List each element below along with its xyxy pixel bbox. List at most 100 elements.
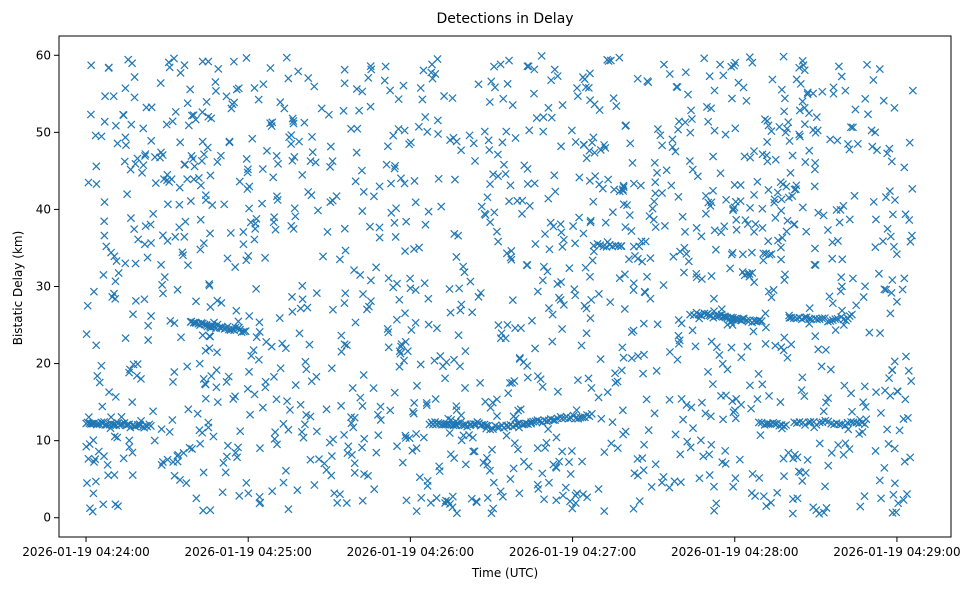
- data-point: [834, 62, 843, 71]
- data-point: [872, 388, 881, 397]
- data-point: [314, 455, 323, 464]
- data-point: [707, 104, 716, 113]
- data-point: [420, 279, 429, 288]
- data-point: [871, 243, 880, 252]
- data-point: [397, 340, 406, 349]
- data-point: [205, 332, 214, 341]
- data-point: [812, 506, 821, 515]
- data-point: [450, 175, 459, 184]
- data-point: [245, 182, 254, 191]
- data-point: [297, 427, 306, 436]
- data-point: [198, 428, 207, 437]
- data-point: [97, 361, 106, 370]
- data-point: [372, 263, 381, 272]
- data-point: [559, 235, 568, 244]
- data-point: [281, 344, 290, 353]
- data-point: [454, 231, 463, 240]
- data-point: [196, 245, 205, 254]
- data-point: [821, 416, 830, 425]
- data-point: [353, 124, 362, 133]
- data-point: [633, 352, 643, 361]
- data-point: [755, 473, 764, 482]
- data-point: [777, 195, 786, 204]
- data-point: [138, 168, 147, 177]
- data-point: [412, 507, 421, 516]
- data-point: [323, 227, 332, 236]
- data-point: [571, 137, 580, 147]
- data-point: [490, 208, 499, 217]
- data-point: [709, 152, 718, 161]
- data-point: [121, 259, 130, 268]
- data-point: [717, 228, 726, 237]
- data-point: [213, 157, 222, 166]
- y-tick-label: 60: [36, 48, 51, 62]
- data-point: [676, 450, 685, 459]
- data-point: [612, 102, 621, 111]
- data-point: [366, 297, 375, 306]
- data-point: [109, 92, 118, 101]
- data-point: [688, 424, 698, 433]
- data-point: [342, 498, 351, 508]
- data-point: [814, 208, 823, 217]
- data-point: [533, 480, 542, 489]
- data-point: [611, 369, 620, 378]
- data-point: [726, 264, 735, 273]
- data-point: [171, 107, 180, 116]
- data-point: [665, 483, 674, 492]
- data-point: [196, 215, 205, 224]
- data-point: [147, 238, 156, 247]
- x-tick-label: 2026-01-19 04:28:00: [671, 545, 798, 559]
- data-point: [886, 391, 895, 400]
- data-point: [176, 333, 186, 342]
- data-point: [788, 509, 797, 518]
- data-point: [537, 51, 546, 60]
- data-point: [644, 426, 653, 435]
- data-point: [190, 162, 199, 171]
- data-point: [319, 252, 328, 261]
- data-point: [428, 74, 437, 83]
- data-point: [487, 445, 497, 454]
- data-point: [156, 260, 166, 269]
- data-point: [340, 65, 349, 74]
- data-point: [457, 436, 466, 445]
- data-point: [243, 168, 252, 177]
- data-point: [665, 69, 674, 79]
- data-point: [708, 380, 717, 389]
- data-point: [659, 60, 668, 69]
- data-point: [789, 220, 798, 229]
- data-point: [132, 371, 141, 380]
- data-point: [496, 487, 505, 496]
- data-point: [231, 263, 240, 272]
- y-tick-label: 30: [36, 280, 51, 294]
- data-point: [635, 242, 644, 251]
- data-point: [558, 324, 567, 334]
- data-point: [519, 457, 528, 466]
- data-point: [530, 179, 539, 188]
- data-point: [905, 215, 914, 225]
- data-point: [635, 497, 644, 506]
- data-point: [229, 394, 238, 403]
- data-point: [892, 250, 901, 259]
- data-point: [750, 278, 759, 287]
- data-point: [629, 179, 638, 188]
- data-point: [883, 425, 892, 434]
- data-point: [640, 350, 649, 359]
- data-point: [300, 118, 309, 127]
- data-point: [641, 237, 650, 246]
- data-point: [449, 421, 458, 430]
- data-point: [784, 118, 793, 127]
- data-point: [165, 177, 174, 186]
- data-point: [802, 227, 811, 236]
- data-point: [869, 75, 878, 85]
- data-point: [584, 374, 593, 383]
- data-point: [841, 439, 850, 448]
- data-point: [406, 284, 415, 293]
- data-point: [542, 417, 551, 426]
- data-point: [223, 441, 232, 450]
- data-point: [707, 440, 716, 449]
- data-point: [837, 282, 846, 291]
- data-point: [705, 470, 714, 480]
- data-point: [573, 92, 582, 101]
- data-point: [838, 255, 847, 264]
- data-point: [841, 86, 850, 95]
